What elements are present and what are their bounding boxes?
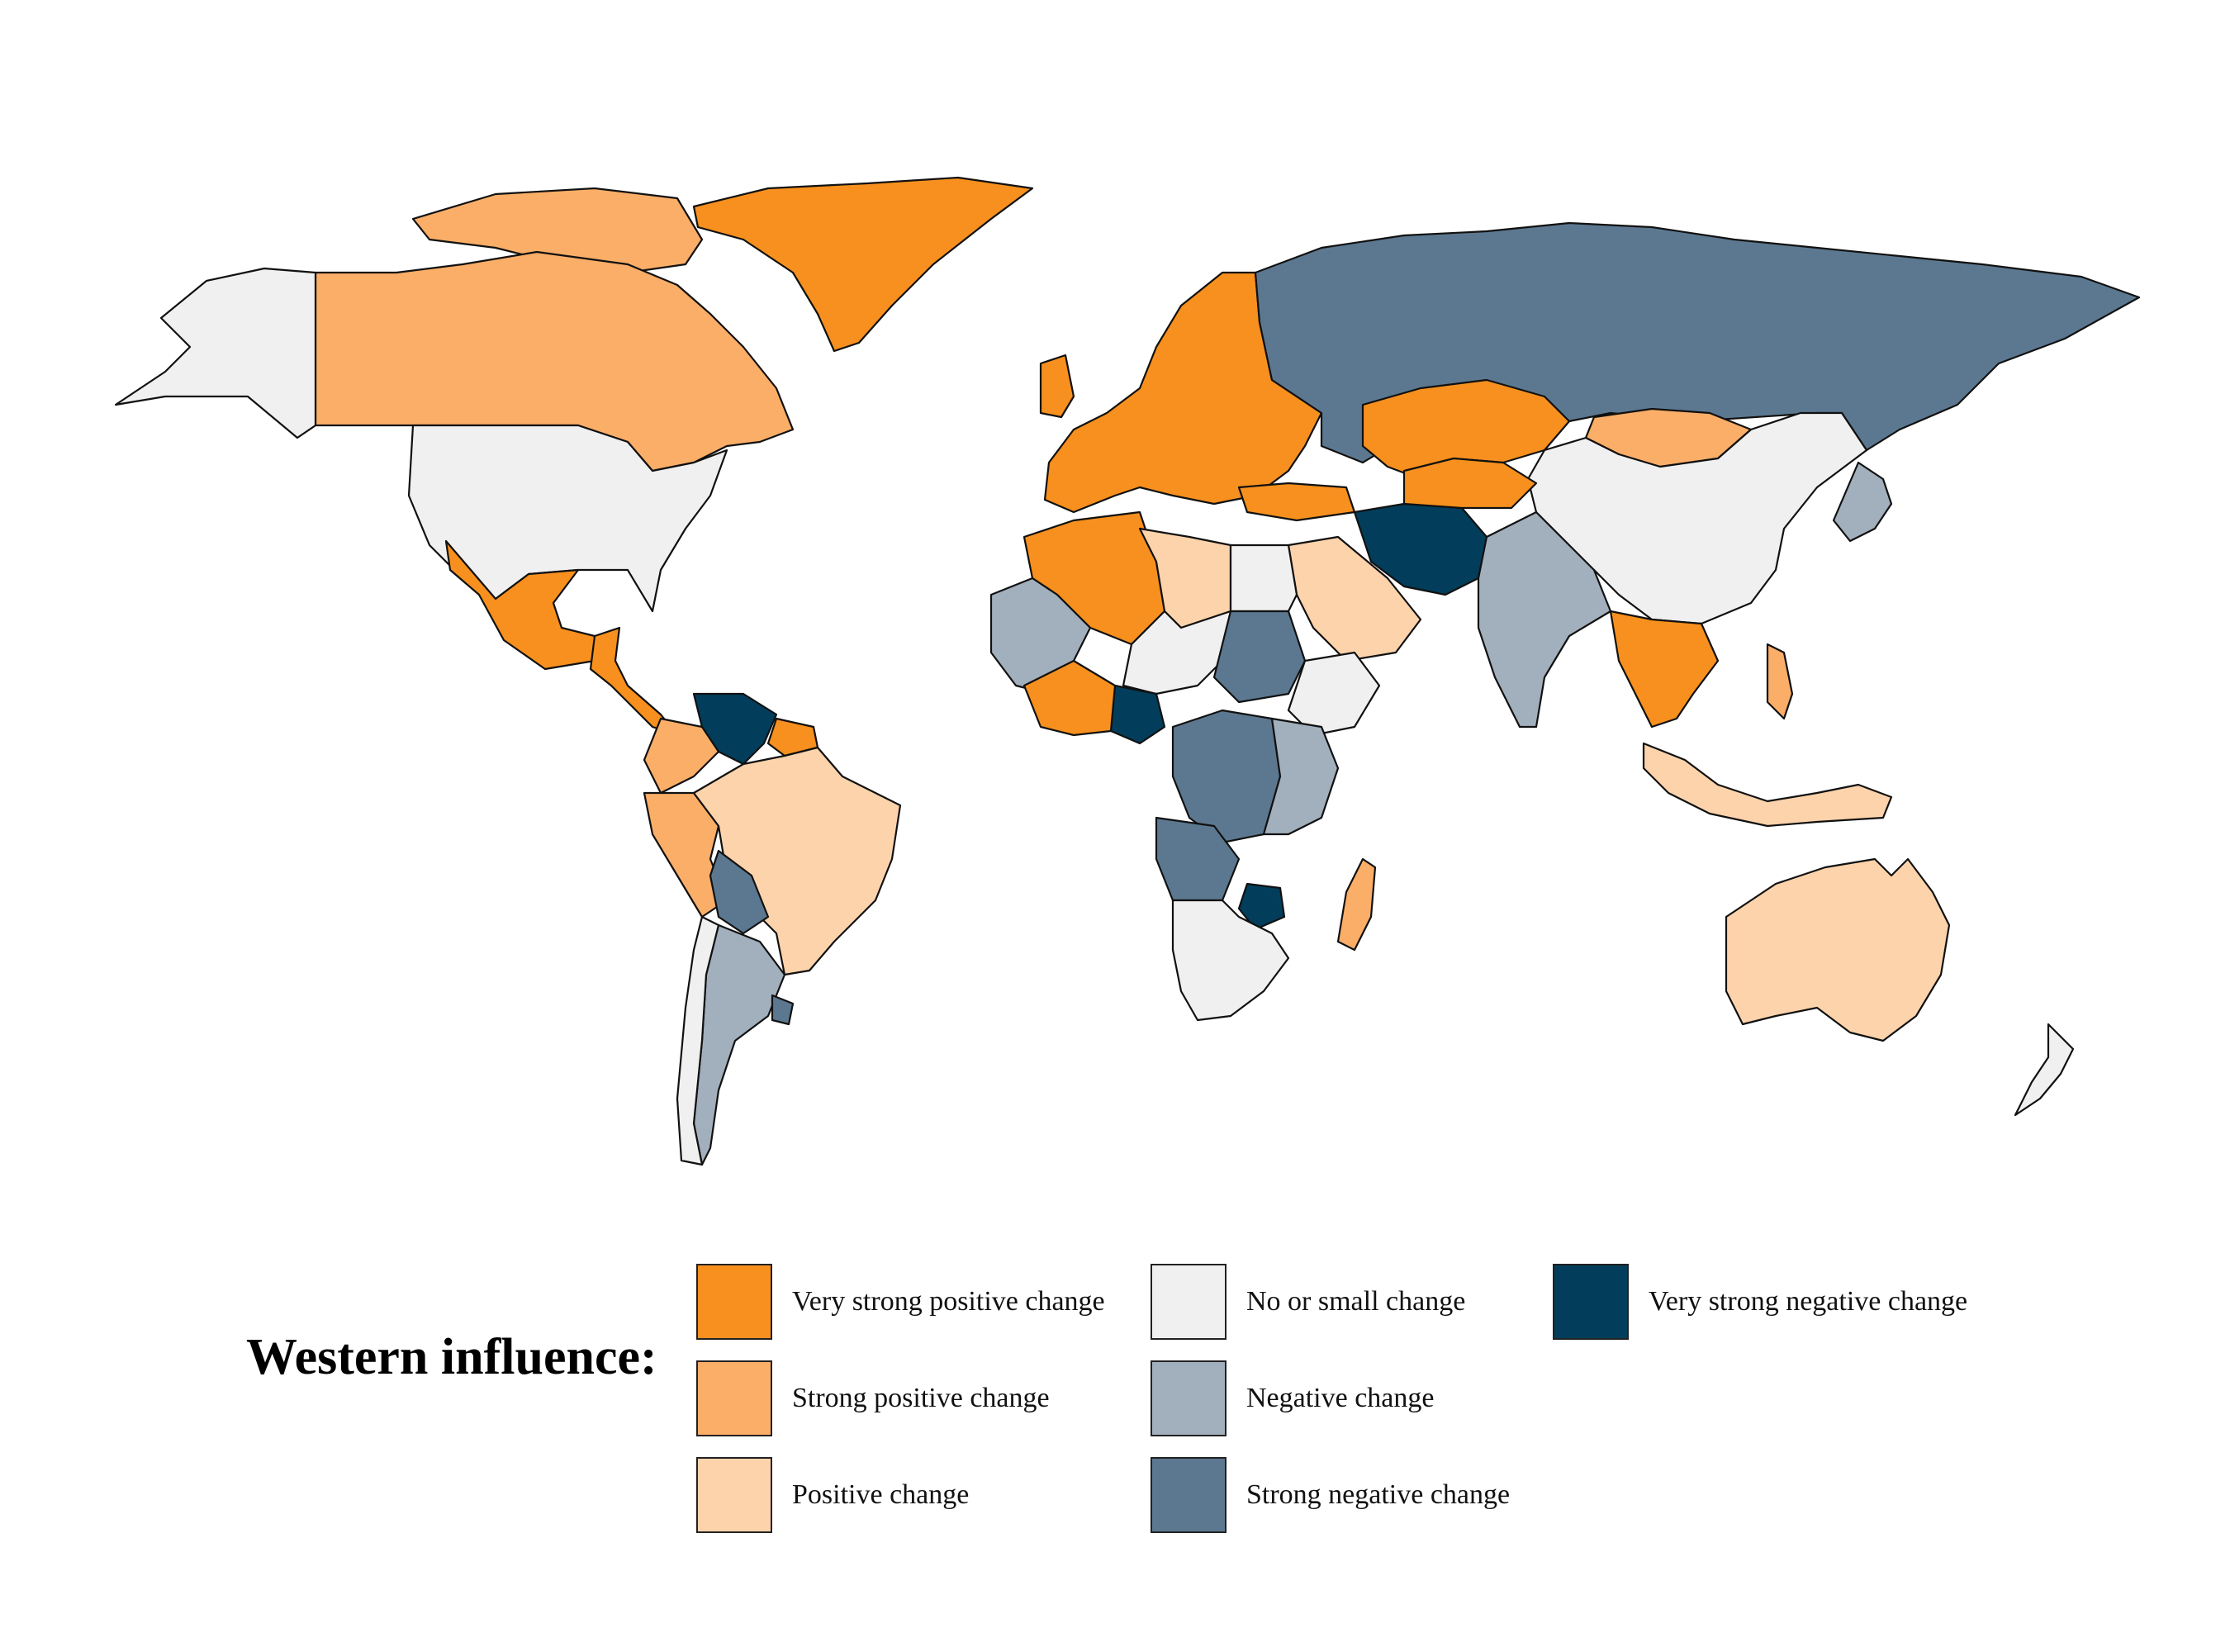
region-egypt — [1229, 544, 1298, 613]
region-alaska — [114, 267, 317, 439]
legend-label-very-strong-positive: Very strong positive change — [792, 1286, 1105, 1317]
region-nigeria — [1109, 684, 1166, 745]
region-colombia — [643, 717, 720, 795]
region-philippines — [1766, 643, 1794, 720]
region-greenland — [692, 176, 1034, 353]
region-horn — [1287, 651, 1381, 737]
legend-swatch-very-strong-positive — [696, 1264, 772, 1340]
legend-item-very-strong-positive: Very strong positive change — [696, 1264, 1105, 1340]
legend-swatch-very-strong-negative — [1553, 1264, 1629, 1340]
region-central-asia — [1402, 457, 1538, 510]
legend-item-no-change: No or small change — [1151, 1264, 1465, 1340]
region-se-asia — [1609, 610, 1720, 729]
region-southern-africa — [1171, 899, 1290, 1022]
region-japan — [1832, 461, 1893, 543]
legend-item-positive: Positive change — [696, 1457, 969, 1533]
region-saudi — [1287, 535, 1422, 662]
region-east-africa — [1262, 717, 1340, 836]
legend-swatch-no-change — [1151, 1264, 1226, 1340]
region-sudan — [1212, 610, 1307, 704]
legend-title: Western influence: — [246, 1329, 657, 1385]
region-indonesia — [1642, 742, 1893, 828]
world-map — [114, 176, 2141, 1166]
region-madagascar — [1336, 857, 1377, 952]
region-chile — [676, 915, 720, 1166]
legend-item-strong-positive: Strong positive change — [696, 1360, 1050, 1436]
region-kazakhstan — [1361, 378, 1571, 481]
legend-swatch-negative — [1151, 1360, 1226, 1436]
legend-swatch-strong-negative — [1151, 1457, 1226, 1533]
legend-label-very-strong-negative: Very strong negative change — [1649, 1286, 1968, 1317]
legend-item-very-strong-negative: Very strong negative change — [1553, 1264, 1967, 1340]
legend-item-strong-negative: Strong negative change — [1151, 1457, 1510, 1533]
region-uruguay — [771, 994, 795, 1026]
region-uk — [1039, 354, 1075, 419]
region-guinea-coast — [1022, 659, 1117, 737]
legend-label-negative: Negative change — [1246, 1383, 1435, 1413]
legend-label-strong-positive: Strong positive change — [792, 1383, 1050, 1413]
region-bolivia — [709, 849, 770, 935]
region-australia — [1725, 857, 1951, 1042]
legend-swatch-strong-positive — [696, 1360, 772, 1436]
legend-item-negative: Negative change — [1151, 1360, 1435, 1436]
region-zimbabwe — [1237, 882, 1286, 931]
region-india — [1477, 510, 1612, 729]
legend-label-no-change: No or small change — [1246, 1286, 1466, 1317]
region-new-zealand — [2014, 1023, 2075, 1117]
region-turkey — [1237, 482, 1356, 522]
region-canada-islands — [411, 187, 704, 274]
legend-label-positive: Positive change — [792, 1479, 970, 1510]
legend-label-strong-negative: Strong negative change — [1246, 1479, 1511, 1510]
legend-swatch-positive — [696, 1457, 772, 1533]
